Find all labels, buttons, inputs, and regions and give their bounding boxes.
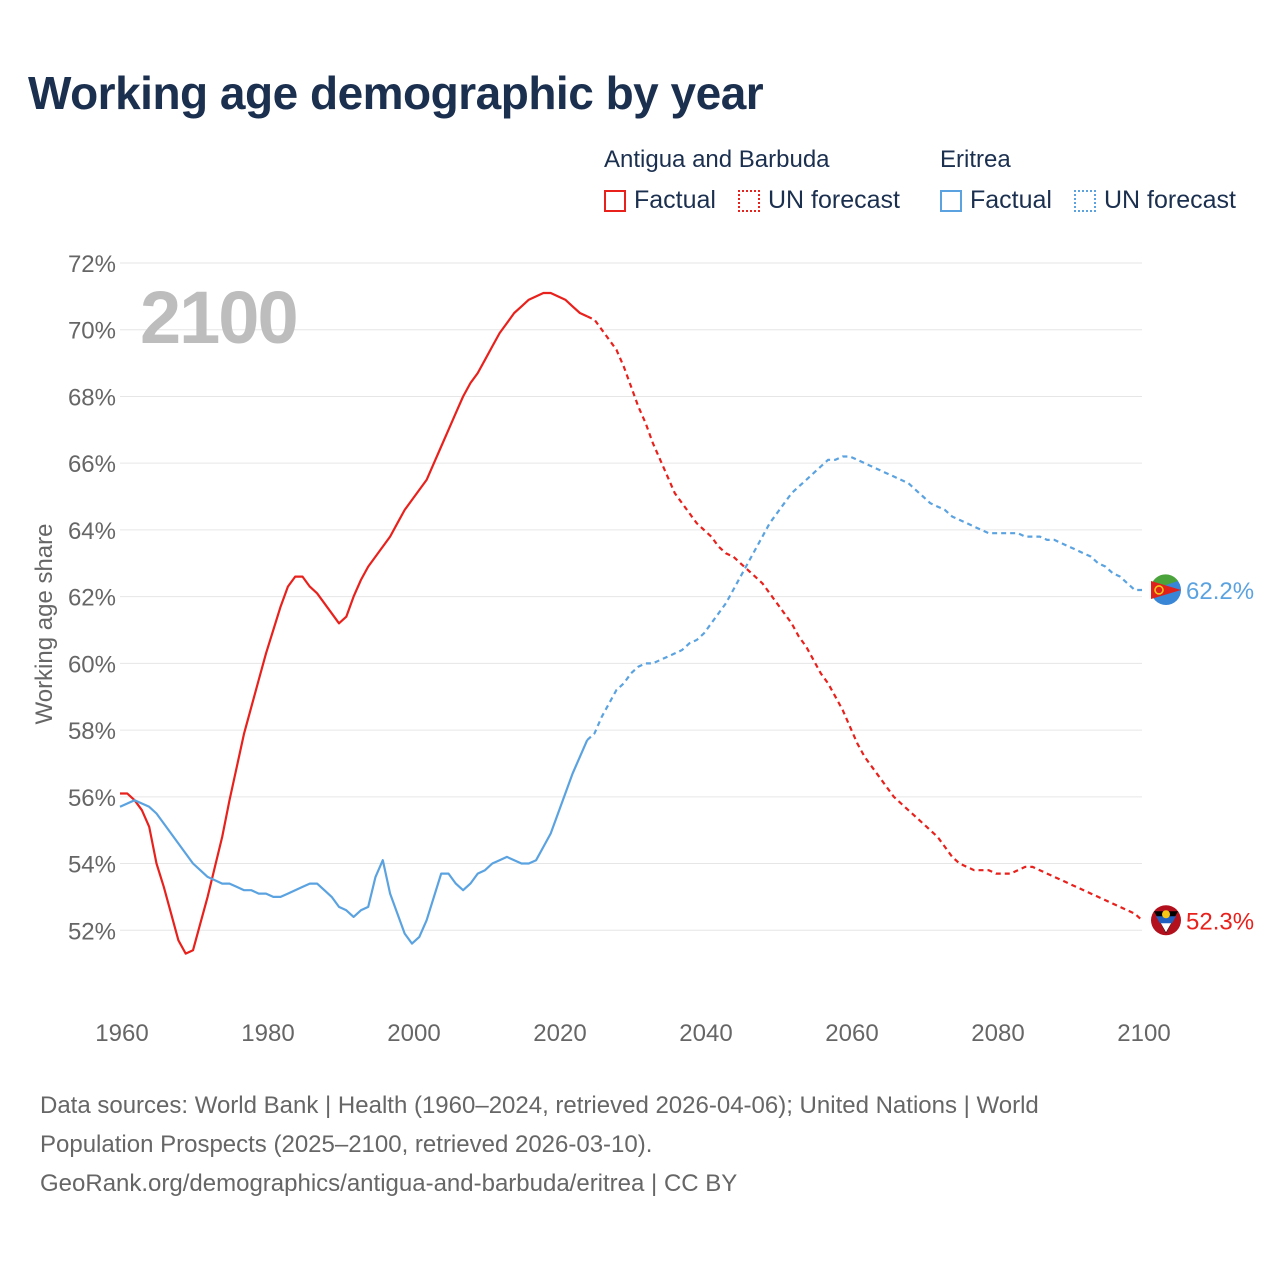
legend-eritrea-factual[interactable]: Factual — [940, 186, 1052, 215]
sources-line-2: Population Prospects (2025–2100, retriev… — [40, 1131, 653, 1158]
x-tick-label: 2080 — [971, 1020, 1024, 1047]
data-sources: Data sources: World Bank | Health (1960–… — [40, 1086, 1220, 1203]
legend-antigua-forecast-swatch — [738, 189, 760, 212]
legend-eritrea-forecast-label: UN forecast — [1104, 186, 1236, 214]
x-tick-label: 2020 — [533, 1020, 586, 1047]
legend-antigua-factual[interactable]: Factual — [604, 186, 716, 215]
x-tick-label: 1960 — [95, 1020, 148, 1047]
y-tick-label: 58% — [68, 718, 116, 745]
legend-antigua-forecast[interactable]: UN forecast — [738, 186, 900, 215]
legend-group-eritrea: Eritrea — [940, 146, 1011, 173]
x-tick-label: 2000 — [387, 1020, 440, 1047]
y-tick-label: 70% — [68, 318, 116, 345]
legend-group-antigua: Antigua and Barbuda — [604, 146, 830, 173]
sources-link[interactable]: GeoRank.org/demographics/antigua-and-bar… — [40, 1170, 738, 1197]
end-label-eritrea: 62.2% — [1186, 578, 1254, 605]
series-line-eritrea-forecast[interactable] — [586, 455, 1142, 741]
flag-eritrea-icon — [1151, 574, 1181, 605]
x-tick-label: 1980 — [241, 1020, 294, 1047]
line-chart: 52% 54% 56% 58% 60% 62% 64% 66% 68% 70% 72% 1960 198… — [31, 251, 1254, 1047]
legend-antigua-forecast-label: UN forecast — [768, 186, 900, 214]
y-tick-label: 66% — [68, 451, 116, 478]
y-tick-label: 56% — [68, 785, 116, 812]
series-line-antigua-factual[interactable] — [120, 291, 588, 955]
legend-eritrea-forecast[interactable]: UN forecast — [1074, 186, 1236, 215]
series-layer — [119, 291, 1143, 955]
legend-eritrea-factual-label: Factual — [970, 186, 1052, 214]
y-axis-title: Working age share — [31, 524, 58, 725]
year-overlay: 2100 — [140, 276, 297, 359]
y-tick-label: 54% — [68, 852, 116, 879]
series-line-antigua-forecast[interactable] — [586, 315, 1143, 922]
legend-antigua-factual-label: Factual — [634, 186, 716, 214]
y-tick-label: 72% — [68, 251, 116, 278]
sources-line-1: Data sources: World Bank | Health (1960–… — [40, 1092, 1039, 1119]
legend-eritrea-forecast-swatch — [1074, 189, 1096, 212]
axis-layer: 52% 54% 56% 58% 60% 62% 64% 66% 68% 70% 72% 1960 198… — [68, 251, 1171, 1047]
y-tick-label: 68% — [68, 384, 116, 411]
x-tick-label: 2040 — [679, 1020, 732, 1047]
x-tick-label: 2100 — [1117, 1020, 1170, 1047]
y-tick-label: 62% — [68, 585, 116, 612]
series-line-eritrea-factual[interactable] — [119, 739, 589, 945]
marker-layer: 52.3% 62.2% — [1151, 574, 1254, 936]
page-title: Working age demographic by year — [28, 67, 764, 119]
y-tick-label: 64% — [68, 518, 116, 545]
end-label-antigua: 52.3% — [1186, 908, 1254, 935]
y-tick-label: 52% — [68, 918, 116, 945]
legend-eritrea-factual-swatch — [940, 189, 962, 212]
legend-antigua-factual-swatch — [604, 189, 626, 212]
grid-layer — [120, 262, 1142, 931]
x-tick-label: 2060 — [825, 1020, 878, 1047]
y-tick-label: 60% — [68, 651, 116, 678]
flag-antigua-icon — [1151, 905, 1181, 936]
